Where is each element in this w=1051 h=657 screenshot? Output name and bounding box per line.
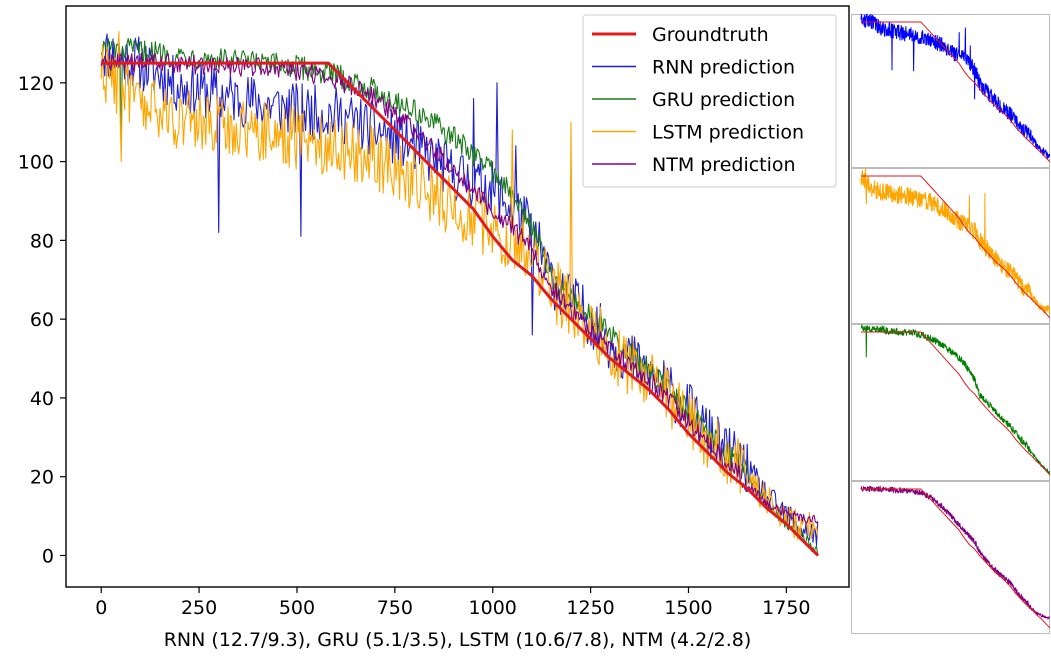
legend: Groundtruth RNN prediction GRU prediction L… xyxy=(582,14,837,188)
groundtruth-line xyxy=(101,61,820,557)
x-axis-label: RNN (12.7/9.3), GRU (5.1/3.5), LSTM (10.… xyxy=(164,629,752,651)
legend-label: RNN prediction xyxy=(652,57,795,79)
inset-gru-prediction xyxy=(851,324,1050,481)
y-tick-label: 80 xyxy=(30,230,54,252)
inset-prediction-line xyxy=(860,324,1050,476)
inset-groundtruth-line xyxy=(861,21,1050,163)
y-tick-label: 100 xyxy=(18,152,54,174)
legend-box xyxy=(582,14,837,188)
x-tick-label: 0 xyxy=(95,597,107,619)
inset-frame xyxy=(851,481,1050,634)
y-tick-label: 0 xyxy=(42,545,54,567)
y-tick-label: 120 xyxy=(18,73,54,95)
x-axis-ticks: 0 250 500 750 1000 1250 1500 1750 xyxy=(95,587,811,619)
inset-groundtruth-line xyxy=(861,488,1050,629)
legend-entries: Groundtruth RNN prediction GRU prediction L… xyxy=(592,24,804,176)
inset-frame xyxy=(851,168,1050,324)
legend-label: Groundtruth xyxy=(652,24,769,46)
inset-groundtruth-line xyxy=(861,331,1050,476)
inset-frame xyxy=(851,14,1050,168)
legend-label: GRU prediction xyxy=(652,89,795,111)
x-tick-label: 1000 xyxy=(469,597,517,619)
y-axis-ticks: 0 20 40 60 80 100 120 xyxy=(18,73,66,567)
inset-ntm-prediction xyxy=(851,481,1050,634)
plot-area xyxy=(65,5,850,588)
groundtruth-layer xyxy=(101,61,820,557)
x-tick-label: 1750 xyxy=(762,597,810,619)
y-tick-label: 60 xyxy=(30,309,54,331)
main-chart: 0 250 500 750 1000 1250 1500 1750 0 20 40 60 80 100 1… xyxy=(18,5,850,651)
inset-lstm-prediction xyxy=(851,168,1050,324)
y-tick-label: 40 xyxy=(30,388,54,410)
y-tick-label: 20 xyxy=(30,467,54,489)
x-tick-label: 250 xyxy=(181,597,217,619)
inset-frame xyxy=(851,324,1050,481)
series-line-gru-prediction xyxy=(100,37,819,556)
inset-prediction-line xyxy=(860,14,1050,159)
x-tick-label: 500 xyxy=(279,597,315,619)
legend-label: NTM prediction xyxy=(652,154,796,176)
x-tick-label: 750 xyxy=(377,597,413,619)
x-tick-label: 1500 xyxy=(664,597,712,619)
inset-rnn-prediction xyxy=(851,14,1050,168)
x-tick-label: 1250 xyxy=(566,597,614,619)
inset-groundtruth-line xyxy=(861,175,1050,319)
axes-frame xyxy=(65,5,850,588)
legend-label: LSTM prediction xyxy=(652,122,804,144)
